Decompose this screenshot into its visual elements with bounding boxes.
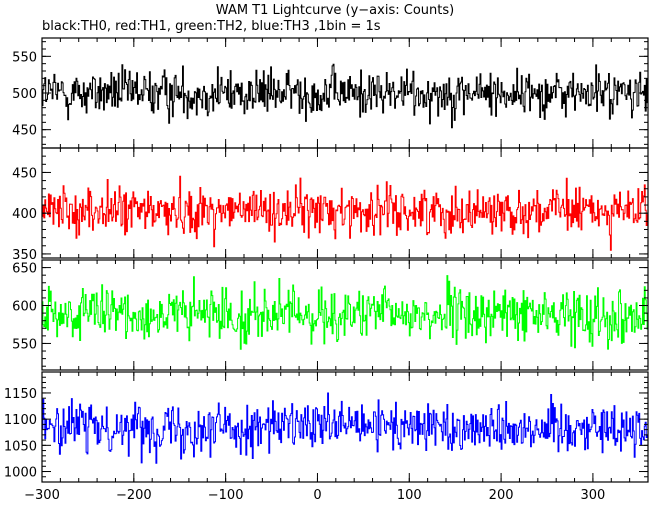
- y-tick-label: 450: [12, 124, 37, 139]
- x-tick-label: 200: [489, 488, 514, 503]
- y-tick-label: 400: [12, 207, 37, 222]
- x-tick-label: 100: [397, 488, 422, 503]
- panel-th3: 1000 1050 1100 1150: [4, 371, 649, 483]
- panel-th0: 450 500 550: [12, 37, 649, 149]
- x-tick-label: −100: [208, 488, 244, 503]
- y-tick-label: 500: [12, 87, 37, 102]
- panel-th1: 350 400 450: [12, 147, 649, 263]
- y-tick-label: 350: [12, 248, 37, 263]
- y-tick-label: 600: [12, 300, 37, 315]
- panels-group: 4505005503504004505506006501000105011001…: [4, 37, 649, 483]
- panel-frame: [41, 259, 649, 371]
- chart-subtitle: black:TH0, red:TH1, green:TH2, blue:TH3 …: [42, 19, 381, 34]
- y-tick-label: 550: [12, 50, 37, 65]
- panel-frame: [41, 147, 649, 259]
- series-th1: [42, 175, 648, 251]
- x-tick-label: 300: [580, 488, 605, 503]
- x-axis: −300 −200 −100 0 100 200 300: [24, 488, 605, 503]
- series-th3: [42, 392, 648, 464]
- chart-title: WAM T1 Lightcurve (y−axis: Counts): [216, 3, 454, 18]
- series-th2: [42, 275, 648, 350]
- y-tick-label: 450: [12, 166, 37, 181]
- y-tick-label: 1150: [4, 387, 37, 402]
- panel-frame: [41, 371, 649, 483]
- y-tick-label: 1050: [4, 439, 37, 454]
- x-tick-label: −200: [116, 488, 152, 503]
- series-th0: [42, 63, 648, 129]
- y-tick-label: 1000: [4, 466, 37, 481]
- y-tick-label: 650: [12, 262, 37, 277]
- y-tick-label: 550: [12, 337, 37, 352]
- y-tick-label: 1100: [4, 413, 37, 428]
- x-tick-label: 0: [313, 488, 321, 503]
- x-tick-label: −300: [24, 488, 60, 503]
- panel-th2: 550 600 650: [12, 259, 649, 371]
